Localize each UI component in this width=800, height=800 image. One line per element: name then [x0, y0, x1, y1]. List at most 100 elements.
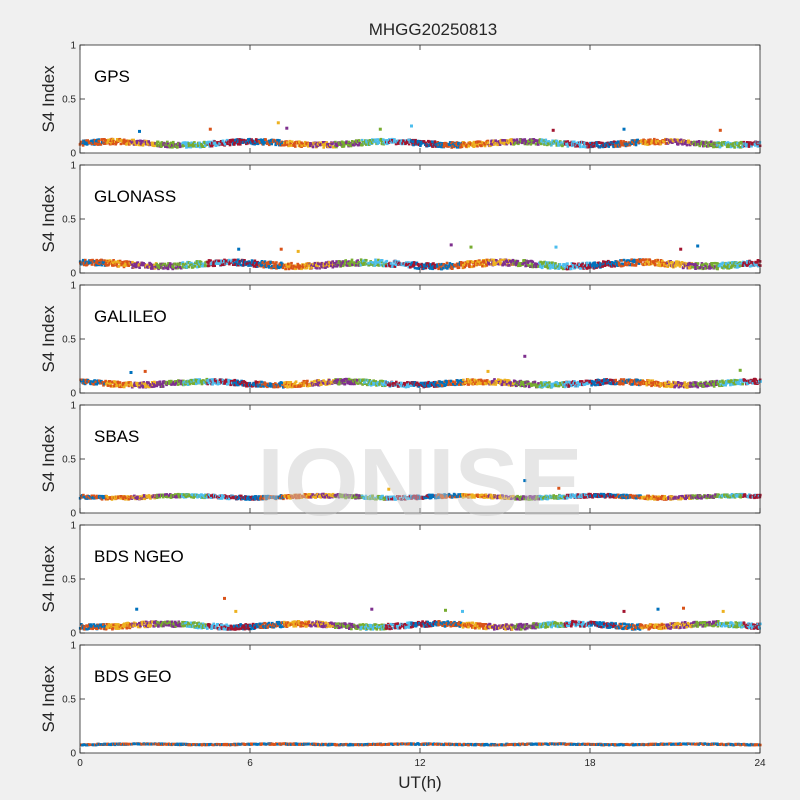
- data-point: [472, 145, 476, 148]
- data-point: [518, 383, 521, 386]
- data-point: [407, 385, 410, 389]
- data-point: [755, 263, 758, 267]
- data-point: [491, 383, 495, 386]
- data-point: [464, 381, 467, 384]
- data-point: [235, 260, 238, 264]
- data-point: [216, 380, 220, 383]
- data-point: [373, 382, 377, 385]
- data-point: [338, 382, 341, 386]
- data-point: [129, 382, 133, 385]
- data-point: [653, 142, 657, 146]
- data-point: [440, 384, 444, 387]
- data-point: [692, 263, 696, 266]
- data-point: [193, 265, 197, 268]
- data-point: [699, 265, 703, 269]
- data-point: [320, 265, 323, 269]
- data-point: [237, 258, 240, 262]
- data-point: [422, 381, 425, 385]
- data-point: [332, 261, 336, 265]
- data-point: [328, 382, 331, 386]
- data-point: [112, 259, 115, 262]
- data-point: [253, 261, 257, 265]
- data-point: [98, 379, 101, 383]
- data-point: [616, 261, 619, 265]
- data-point: [519, 138, 522, 141]
- data-point: [137, 264, 141, 268]
- data-point: [503, 262, 506, 266]
- data-point: [589, 266, 592, 269]
- data-point: [745, 380, 749, 383]
- data-point: [180, 379, 184, 383]
- data-point: [283, 381, 286, 385]
- data-point: [349, 144, 353, 148]
- data-point: [585, 261, 589, 265]
- data-point: [208, 259, 212, 262]
- data-point: [716, 382, 720, 386]
- data-point: [224, 379, 228, 383]
- data-point: [461, 261, 464, 265]
- data-point: [597, 261, 601, 265]
- data-point: [537, 265, 540, 268]
- data-point: [137, 382, 140, 386]
- data-point: [475, 382, 479, 386]
- data-point: [461, 380, 464, 383]
- data-point: [100, 138, 103, 142]
- data-point: [521, 262, 524, 266]
- data-point: [345, 264, 349, 267]
- data-point: [250, 138, 253, 141]
- data-point: [549, 264, 553, 267]
- data-point: [571, 264, 575, 267]
- data-point: [579, 145, 582, 149]
- data-point: [728, 265, 732, 269]
- data-point: [527, 260, 530, 263]
- data-point: [552, 265, 556, 269]
- data-point: [751, 382, 755, 385]
- data-point: [213, 264, 216, 267]
- data-point: [723, 141, 726, 144]
- data-point: [579, 380, 582, 383]
- data-point: [711, 262, 715, 265]
- data-point: [642, 142, 646, 145]
- data-point: [695, 381, 698, 384]
- data-point: [622, 262, 625, 266]
- data-point: [288, 382, 291, 386]
- data-point: [378, 383, 381, 386]
- data-point: [593, 380, 596, 384]
- data-point: [407, 261, 410, 264]
- data-point: [493, 141, 496, 145]
- data-point: [530, 262, 533, 265]
- data-point: [169, 379, 173, 383]
- data-point: [579, 266, 583, 270]
- data-point: [135, 141, 139, 145]
- data-point-spike: [279, 247, 283, 251]
- data-point: [350, 260, 353, 263]
- data-point: [274, 139, 278, 143]
- data-point: [656, 139, 659, 143]
- data-point: [531, 263, 534, 267]
- data-point: [210, 144, 214, 148]
- data-point: [407, 142, 411, 146]
- data-point: [287, 267, 291, 271]
- data-point: [256, 142, 260, 146]
- data-point: [306, 384, 310, 388]
- data-point: [115, 262, 119, 266]
- data-point: [210, 378, 214, 381]
- data-point: [573, 380, 576, 383]
- data-point: [599, 141, 603, 145]
- data-point: [182, 379, 185, 383]
- data-point: [701, 263, 705, 266]
- data-point: [262, 261, 265, 264]
- data-point: [232, 261, 236, 265]
- data-point: [632, 260, 635, 264]
- data-point: [668, 382, 671, 386]
- data-point: [382, 264, 386, 268]
- data-point: [597, 383, 600, 387]
- data-point: [745, 264, 749, 267]
- data-point: [742, 140, 746, 144]
- data-point: [653, 137, 656, 141]
- data-point: [747, 263, 751, 267]
- y-axis-label: S4 Index: [39, 65, 58, 133]
- data-point: [235, 262, 238, 265]
- data-point: [437, 143, 441, 147]
- data-point: [637, 262, 641, 265]
